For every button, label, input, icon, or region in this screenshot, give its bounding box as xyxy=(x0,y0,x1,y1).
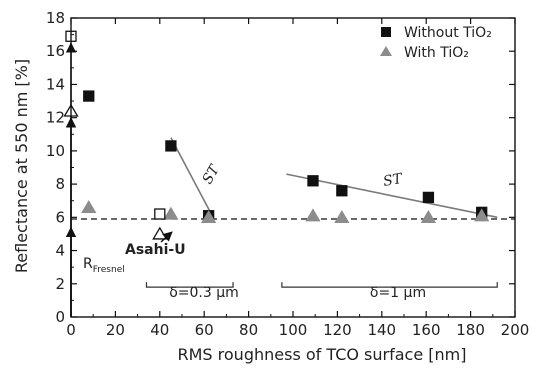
point-with-tio2-0 xyxy=(81,200,97,214)
x-tick-label-140: 140 xyxy=(367,321,396,339)
y-tick-label-8: 8 xyxy=(55,175,65,193)
point-with-tio2-6 xyxy=(474,208,490,222)
delta-small-label: δ=0.3 μm xyxy=(169,285,239,301)
point-with-tio2-1 xyxy=(163,206,179,220)
point-with-tio2-4 xyxy=(334,210,350,223)
y-tick-label-0: 0 xyxy=(55,308,65,326)
fit-lines xyxy=(170,137,498,219)
y-tick-label-2: 2 xyxy=(55,275,65,293)
open-marker-3 xyxy=(152,226,168,240)
y-tick-label-6: 6 xyxy=(55,208,65,226)
fit-line-1 xyxy=(286,173,498,219)
y-tick-label-4: 4 xyxy=(55,242,65,260)
x-tick-label-180: 180 xyxy=(456,321,485,339)
y-tick-label-16: 16 xyxy=(46,42,65,60)
plot-frame xyxy=(70,17,516,318)
y-tick-label-14: 14 xyxy=(46,75,65,93)
legend-label-with-tio2: With TiO₂ xyxy=(404,45,469,61)
legend-label-without-tio2: Without TiO₂ xyxy=(404,25,492,41)
fresnel-label: RFresnel xyxy=(83,256,125,275)
axes: 0 20 40 60 80 100 120 140 160 180 200 0 2 4 6 8 10 12 14 16… xyxy=(46,9,529,339)
x-axis-title: RMS roughness of TCO surface [nm] xyxy=(178,345,467,364)
y-axis-title: Reflectance at 550 nm [%] xyxy=(12,59,31,273)
y-tick-label-18: 18 xyxy=(46,9,65,27)
data-markers xyxy=(63,30,490,240)
point-without-tio2-5 xyxy=(422,191,435,204)
x-tick-label-60: 60 xyxy=(195,321,214,339)
x-tick-label-40: 40 xyxy=(150,321,169,339)
open-marker-2 xyxy=(154,208,166,220)
fit-label-small: ST xyxy=(200,161,224,187)
x-tick-label-100: 100 xyxy=(279,321,308,339)
legend-marker-with-tio2 xyxy=(380,46,392,56)
point-without-tio2-3 xyxy=(307,175,319,187)
x-tick-label-80: 80 xyxy=(239,321,258,339)
fit-line-0 xyxy=(170,137,214,218)
point-without-tio2-1 xyxy=(165,140,177,152)
y-tick-label-10: 10 xyxy=(46,142,65,160)
point-with-tio2-2 xyxy=(201,210,217,223)
point-with-tio2-5 xyxy=(420,210,437,223)
asahi-u-label: Asahi-U xyxy=(125,242,186,258)
x-tick-label-200: 200 xyxy=(501,321,530,339)
delta-bracket-1 xyxy=(281,282,498,288)
plot-area xyxy=(71,218,515,288)
x-tick-label-120: 120 xyxy=(323,321,352,339)
asahi-u-pointer xyxy=(160,231,173,243)
point-without-tio2-4 xyxy=(336,185,348,197)
fit-label-large: ST xyxy=(382,171,405,190)
legend-marker-without-tio2 xyxy=(381,27,391,37)
x-tick-label-0: 0 xyxy=(66,321,76,339)
legend: Without TiO₂ With TiO₂ xyxy=(380,25,492,61)
annotations: RFresnel Asahi-U ST ST δ=0.3 μm δ=1 μm xyxy=(83,161,426,301)
delta-large-label: δ=1 μm xyxy=(370,285,426,301)
x-tick-label-160: 160 xyxy=(412,321,441,339)
y-tick-label-12: 12 xyxy=(46,109,65,127)
x-tick-label-20: 20 xyxy=(106,321,125,339)
point-with-tio2-3 xyxy=(305,208,321,222)
point-without-tio2-0 xyxy=(83,90,95,102)
delta-bracket-0 xyxy=(145,282,234,288)
